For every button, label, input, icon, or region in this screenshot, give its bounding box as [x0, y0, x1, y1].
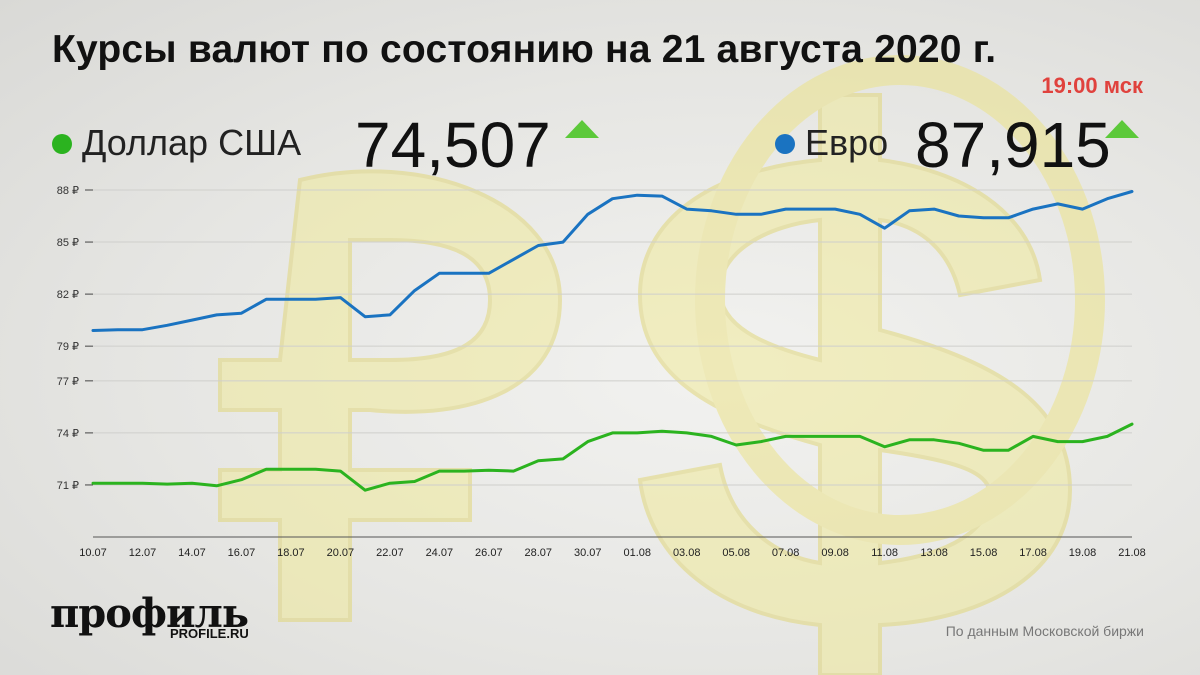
- x-tick-label: 24.07: [426, 547, 454, 559]
- x-tick-label: 22.07: [376, 547, 404, 559]
- x-tick-label: 20.07: [327, 547, 355, 559]
- x-tick-label: 03.08: [673, 547, 701, 559]
- usd-label: Доллар США: [82, 122, 302, 163]
- x-tick-label: 13.08: [920, 547, 948, 559]
- x-tick-label: 10.07: [79, 547, 107, 559]
- x-tick-label: 19.08: [1069, 547, 1097, 559]
- series-line-eur: [91, 190, 1134, 332]
- x-tick-label: 07.08: [772, 547, 800, 559]
- x-tick-label: 26.07: [475, 547, 503, 559]
- eur-up-arrow-icon: [1105, 120, 1139, 138]
- y-tick-label: 79 ₽: [57, 341, 79, 353]
- y-tick-label: 71 ₽: [57, 480, 79, 492]
- y-tick-label: 88 ₽: [57, 185, 79, 197]
- y-tick-label: 74 ₽: [57, 428, 79, 440]
- profil-logo-url: PROFILE.RU: [170, 626, 249, 641]
- x-tick-label: 12.07: [129, 547, 157, 559]
- eur-label: Евро: [805, 122, 889, 163]
- profil-logo: профиль: [50, 590, 249, 637]
- x-tick-label: 28.07: [525, 547, 553, 559]
- coin-art: [695, 55, 1105, 545]
- y-tick-label: 82 ₽: [57, 289, 79, 301]
- x-tick-label: 11.08: [871, 547, 898, 559]
- timestamp: 19:00 мск: [1041, 73, 1143, 98]
- usd-rate-value: 74,507: [355, 109, 551, 181]
- x-tick-label: 09.08: [821, 547, 849, 559]
- data-source-note: По данным Московской биржи: [945, 623, 1144, 639]
- usd-up-arrow-icon: [565, 120, 599, 138]
- x-tick-label: 17.08: [1019, 547, 1047, 559]
- x-tick-label: 01.08: [623, 547, 651, 559]
- x-tick-label: 14.07: [178, 547, 206, 559]
- ruble-symbol-art: [218, 169, 563, 622]
- x-tick-label: 16.07: [228, 547, 256, 559]
- x-tick-label: 15.08: [970, 547, 998, 559]
- x-tick-label: 18.07: [277, 547, 305, 559]
- usd-dot-icon: [52, 134, 72, 154]
- page-title: Курсы валют по состоянию на 21 августа 2…: [52, 28, 997, 71]
- eur-dot-icon: [775, 134, 795, 154]
- eur-rate-value: 87,915: [915, 109, 1111, 181]
- x-tick-label: 21.08: [1118, 547, 1146, 559]
- series-line-usd: [91, 422, 1134, 492]
- y-tick-label: 85 ₽: [57, 237, 79, 249]
- y-tick-label: 77 ₽: [57, 376, 79, 388]
- x-tick-label: 30.07: [574, 547, 602, 559]
- x-tick-label: 05.08: [722, 547, 750, 559]
